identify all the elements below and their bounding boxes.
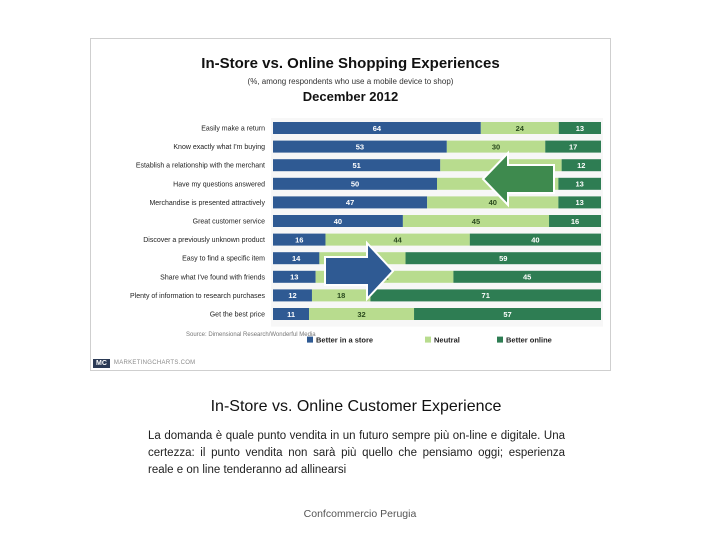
bar-segment [427, 196, 559, 209]
category-label: Easily make a return [201, 126, 265, 133]
data-label: 17 [569, 142, 577, 151]
data-label: 16 [571, 217, 579, 226]
category-label: Discover a previously unknown product [143, 237, 265, 244]
brand-name: MARKETINGCHARTS.COM [113, 360, 196, 366]
chart-figure: In-Store vs. Online Shopping Experiences… [90, 38, 611, 371]
bar-segment [273, 215, 403, 227]
bar-segment [273, 122, 481, 134]
data-label: 13 [576, 124, 584, 133]
chart-source: Source: Dimensional Research/Wonderful M… [186, 332, 316, 338]
data-label: 47 [346, 198, 354, 207]
right-arrow-icon [324, 240, 395, 302]
data-label: 12 [288, 291, 296, 300]
data-label: 30 [492, 142, 500, 151]
category-label: Great customer service [193, 219, 265, 226]
data-label: 51 [352, 161, 360, 170]
category-label: Share what I've found with friends [160, 274, 265, 281]
data-label: 64 [373, 124, 382, 133]
bar-segment [453, 270, 601, 283]
bar-segment [273, 159, 441, 172]
chart-subtitle: (%, among respondents who use a mobile d… [247, 77, 454, 86]
bar-segment [273, 140, 447, 153]
data-label: 59 [499, 254, 507, 263]
bar-segment [405, 252, 601, 265]
chart-date: December 2012 [302, 89, 399, 104]
bar-segment [273, 289, 312, 302]
data-label: 24 [516, 124, 525, 133]
data-label: 40 [489, 198, 497, 207]
category-label: Merchandise is presented attractively [149, 200, 265, 207]
bar-segment [273, 177, 437, 190]
bar-segment [273, 233, 326, 246]
bar-segment [545, 140, 601, 153]
data-label: 13 [576, 180, 584, 189]
bar-segment [273, 308, 310, 320]
left-arrow-icon [481, 150, 555, 208]
bar-segment [309, 308, 415, 320]
brand-logo: MC [93, 358, 110, 368]
bar-segment [549, 215, 601, 227]
bar-segment [480, 122, 559, 134]
bar-segment [446, 140, 546, 153]
category-label: Know exactly what I'm buying [173, 144, 265, 151]
data-label: 45 [472, 217, 480, 226]
category-label: Plenty of information to research purcha… [130, 293, 266, 300]
bar-segment [402, 215, 550, 227]
legend-swatch [425, 336, 431, 343]
data-label: 44 [393, 235, 402, 244]
data-label: 18 [337, 291, 345, 300]
data-label: 40 [531, 235, 539, 244]
bar-segment [311, 289, 371, 302]
data-label: 32 [357, 310, 365, 319]
data-label: 11 [287, 310, 295, 319]
legend-swatch [307, 336, 313, 343]
data-label: 13 [290, 273, 298, 282]
legend-entry: Neutral [434, 336, 460, 345]
data-label: 16 [295, 235, 303, 244]
bar-segment [561, 159, 601, 172]
data-label: 45 [523, 273, 531, 282]
bar-segment [370, 289, 601, 302]
legend-swatch [497, 336, 503, 343]
category-label: Get the best price [210, 312, 265, 319]
chart-plot: Easily make a return 64 24 13 Know exactly w… [130, 118, 603, 345]
bar-segment [469, 233, 601, 246]
slide-title: In-Store vs. Online Customer Experience [210, 398, 502, 415]
slide-body: La domanda è quale punto vendita in un f… [148, 430, 565, 476]
data-label: 50 [351, 180, 359, 189]
brand-footer: MC MARKETINGCHARTS.COM [91, 357, 195, 369]
data-label: 57 [503, 310, 511, 319]
category-label: Establish a relationship with the mercha… [136, 163, 265, 170]
bar-segment [325, 233, 470, 246]
bar-segment [558, 196, 601, 209]
legend-entry: Better in a store [316, 336, 373, 345]
bar-segment [558, 177, 601, 190]
data-label: 40 [334, 217, 342, 226]
bar-segment [414, 308, 601, 320]
category-label: Have my questions answered [173, 181, 265, 188]
chart-title: In-Store vs. Online Shopping Experiences [201, 55, 500, 72]
bar-segment [273, 270, 316, 283]
data-label: 53 [356, 142, 364, 151]
bar-segment [273, 196, 428, 209]
data-label: 13 [576, 198, 584, 207]
bar-segment [273, 252, 320, 265]
data-label: 14 [292, 254, 301, 263]
data-label: 12 [577, 161, 585, 170]
bar-segment [558, 122, 601, 134]
legend-entry: Better online [506, 336, 552, 345]
slide-footer: Confcommercio Perugia [303, 508, 417, 520]
data-label: 71 [482, 291, 490, 300]
category-label: Easy to find a specific item [182, 256, 265, 263]
